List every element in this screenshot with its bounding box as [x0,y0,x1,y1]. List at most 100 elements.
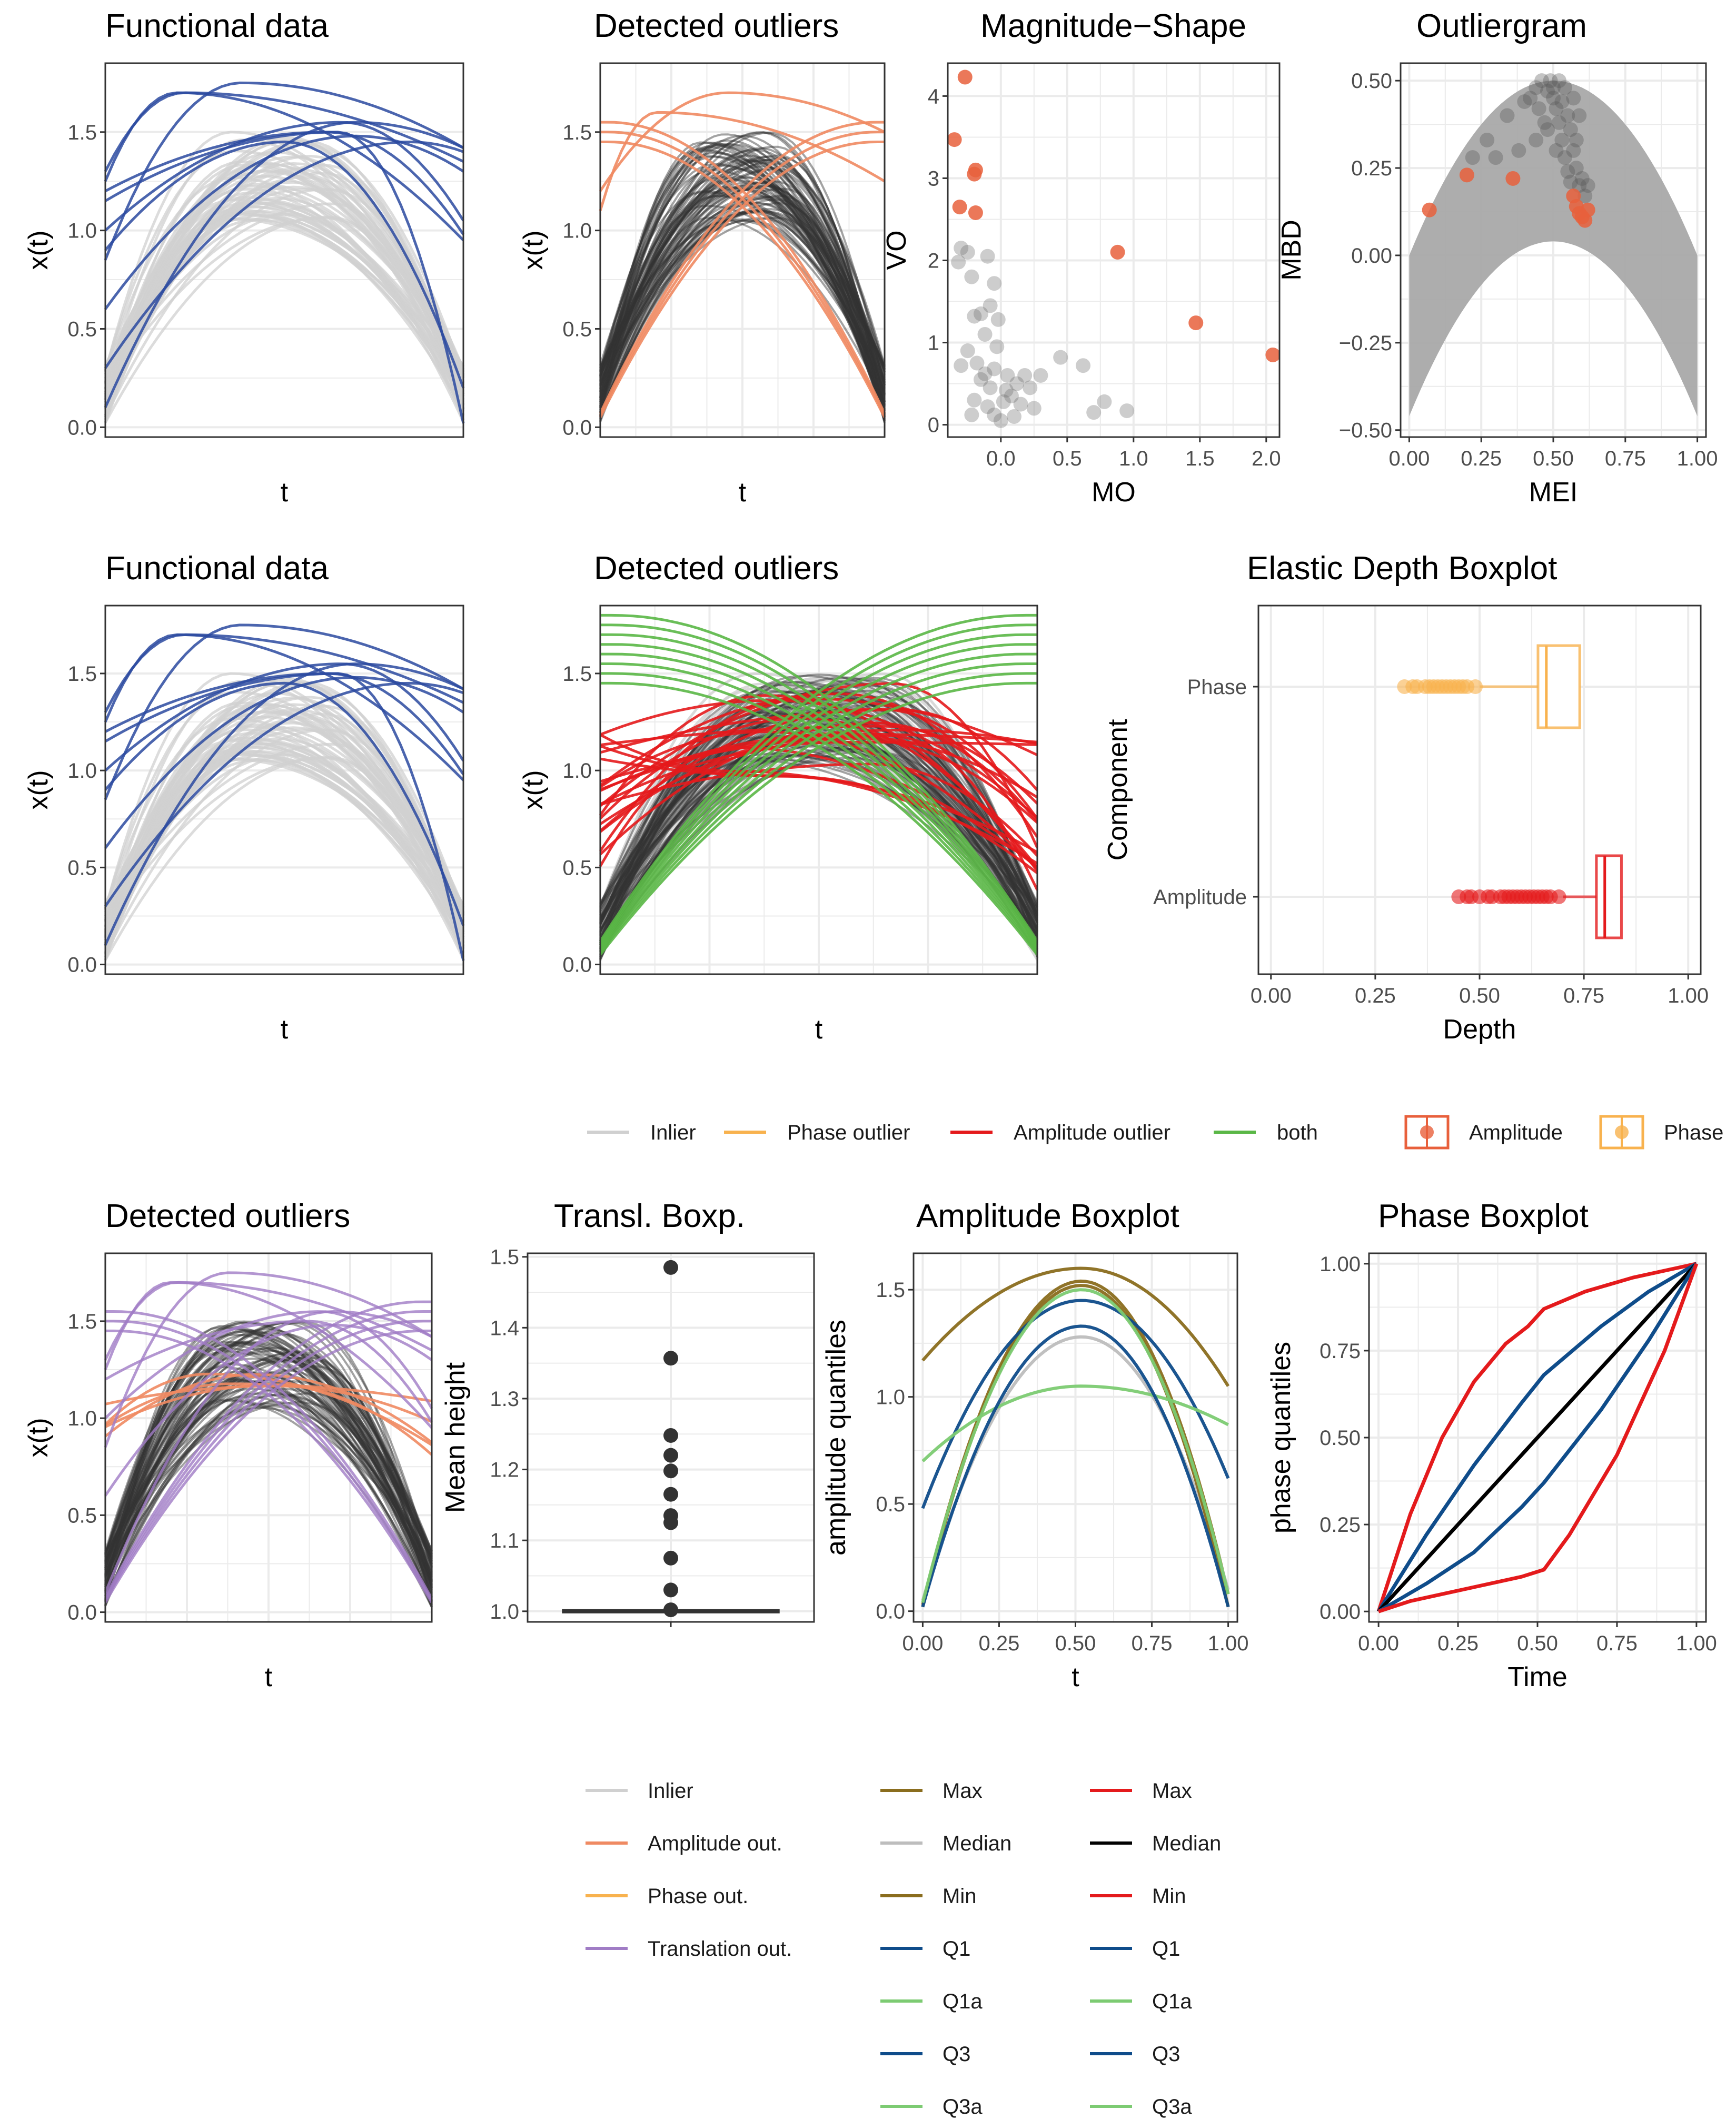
amplitude-outlier-curve [600,763,1038,857]
inlier-point [1543,73,1558,88]
x-tick-label: 1.00 [1208,1632,1249,1655]
legend-label: Q3a [943,2095,983,2118]
outlier-curve [600,141,886,418]
x-tick-label: 1.0 [1119,447,1148,470]
inlier-curve [104,742,465,954]
y-tick-label: 1.0 [562,220,592,243]
amplitude-quantile-curve [921,1384,1229,1462]
inlier-curve [599,219,886,379]
y-tick-label: −0.50 [1339,419,1392,442]
inlier-curve [599,210,886,421]
inlier-curve [104,1333,433,1582]
inlier-curve [599,149,886,394]
y-tick-label: −0.25 [1339,332,1392,355]
y-tick-label: 1.4 [490,1316,519,1340]
panel-border [104,62,464,438]
panel-title: Detected outliers [594,550,839,587]
inlier-curve [599,216,886,406]
inlier-point [964,407,979,422]
outlier-curve [599,111,886,212]
inlier-curve [104,1356,433,1605]
panel-border [1400,62,1707,438]
inlier-curve [599,152,886,372]
inlier-point [967,309,982,324]
inlier-curve [599,177,886,407]
inlier-curve [599,706,1038,958]
data-point [663,1550,678,1566]
inlier-point [1488,150,1503,165]
inlier-point [1551,73,1566,88]
x-tick-label: 0.00 [1251,984,1292,1007]
panel-r2-functional: Functional data 0.0 0.5 1.0 1.5 t x(t) [23,550,465,1045]
inlier-point [977,326,993,342]
y-tick-label: 1.3 [490,1388,519,1411]
inlier-curve [104,1341,433,1557]
phase-quantile-curve [1377,1262,1698,1613]
y-tick-label: 1.5 [562,121,592,144]
y-tick-label: 0.0 [562,416,592,439]
inlier-curve [599,163,886,392]
data-point [663,1515,678,1530]
legend-label: Phase out. [648,1885,748,1908]
inlier-curve [599,709,1038,935]
inlier-point [998,383,1014,398]
outlier-curve [104,633,464,781]
x-tick-label: 0.5 [1053,447,1082,470]
panel-border [104,605,464,975]
amplitude-outlier-curve [600,725,1038,805]
x-tick-label: 0.25 [1461,447,1502,470]
y-tick-label: 1.5 [562,662,592,686]
inlier-curve [599,181,886,395]
translation-outlier-curve [105,1310,433,1600]
data-point [663,1260,678,1275]
panel-title: Transl. Boxp. [554,1198,745,1234]
outlier-curve [104,131,465,424]
translation-outlier-curve [104,1281,433,1429]
legend-label: Median [943,1832,1011,1855]
inlier-point [989,339,1005,354]
data-point [663,1428,678,1443]
inlier-curve [104,211,465,412]
inlier-curve [599,722,1038,952]
translation-outlier-curve [105,1329,433,1603]
both-outlier-curve [600,662,1039,952]
inlier-point [1511,143,1526,158]
inlier-curve [599,141,886,422]
outlier-point [1265,347,1281,362]
inlier-point [1531,101,1546,116]
inlier-curve [599,155,886,400]
inlier-point [1569,132,1584,147]
inlier-curve [599,179,886,405]
y-tick-label: 0.5 [67,318,97,341]
outlier-curve [104,681,464,907]
inlier-curve [104,1341,433,1598]
inlier-point [1007,409,1021,424]
inlier-curve [104,756,465,961]
legend-label: both [1277,1121,1318,1144]
inlier-curve [599,159,886,386]
outlier-point [1110,244,1125,260]
legend-label: Min [1152,1885,1186,1908]
inlier-curve [599,176,886,417]
inlier-curve [599,145,886,418]
y-tick-label: 1.5 [876,1279,905,1302]
inlier-point [1517,94,1532,109]
x-tick-label: 1.00 [1677,447,1718,470]
y-tick-label: 2 [928,250,939,273]
inlier-point [1086,405,1102,420]
inlier-curve [599,154,886,410]
inlier-curve [599,159,886,395]
inlier-point [983,380,998,395]
y-tick-label: Phase [1187,676,1247,699]
inlier-point [983,298,998,313]
y-tick-label: 0.0 [876,1600,905,1623]
inlier-point [1557,150,1572,165]
inlier-curve [599,155,886,397]
outlier-curve [104,681,465,926]
inlier-curve [104,1359,433,1588]
inlier-point [1500,108,1515,123]
inlier-point [1000,368,1015,383]
inlier-curve [104,1321,433,1601]
outlier-curve [104,131,465,235]
